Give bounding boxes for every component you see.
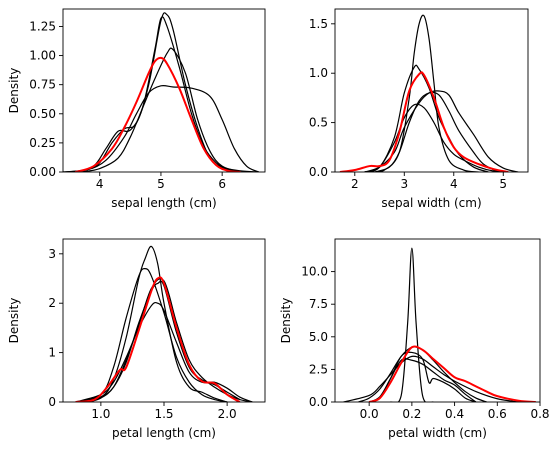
y-tick-label: 1.00 [29, 49, 56, 63]
y-tick-label: 5.0 [309, 330, 328, 344]
y-tick-label: 0.5 [309, 116, 328, 130]
subplot-1: 4 5 6 0.00 0.25 0.50 0.75 1.00 1.25 sepal length … [7, 8, 266, 210]
y-tick-label: 10.0 [301, 265, 328, 279]
x-tick-label: 0.2 [402, 407, 421, 421]
y-tick-label: 0.0 [309, 165, 328, 179]
x-tick-label: 2.0 [218, 407, 237, 421]
series-line-red-6 [368, 345, 536, 402]
x-tick-label: 0.0 [360, 407, 379, 421]
y-tick-label: 2 [48, 296, 56, 310]
y-axis-label: Density [7, 298, 21, 344]
x-tick-label: 2 [351, 177, 359, 191]
y-tick-label: 0 [48, 395, 56, 409]
y-tick-label: 0.0 [309, 395, 328, 409]
x-tick-label: 0.4 [445, 407, 464, 421]
series-line-2 [75, 16, 241, 172]
x-tick-label: 0.6 [488, 407, 507, 421]
axes-frame [334, 238, 541, 403]
series-line-3 [81, 47, 241, 172]
y-tick-label: 1 [48, 346, 56, 360]
x-tick-label: 4 [450, 177, 458, 191]
series-line-1 [369, 14, 479, 172]
series-group [75, 245, 253, 402]
y-tick-label: 3 [48, 247, 56, 261]
x-tick-label: 3 [400, 177, 408, 191]
series-group [343, 247, 536, 402]
y-tick-label: 1.25 [29, 19, 56, 33]
x-axis-label: petal length (cm) [112, 426, 216, 440]
subplot-4: 0.0 0.2 0.4 0.6 0.8 0.0 2.5 5.0 7.5 10.0 petal wid… [279, 238, 550, 440]
y-tick-label: 0.00 [29, 165, 56, 179]
y-tick-label: 1.5 [309, 17, 328, 31]
y-tick-label: 2.5 [309, 362, 328, 376]
series-line-red-6 [75, 276, 241, 402]
subplot-2: 2 3 4 5 0.0 0.5 1.0 1.5 sepal width (cm) [309, 8, 529, 210]
series-line-red-5 [74, 56, 241, 172]
x-tick-label: 1.0 [91, 407, 110, 421]
series-line-4 [75, 301, 253, 402]
axes-frame [334, 8, 529, 173]
x-axis-label: sepal length (cm) [111, 196, 216, 210]
series-group [339, 14, 519, 172]
x-axis-label: petal width (cm) [388, 426, 487, 440]
series-line-5 [374, 91, 499, 172]
axes-frame [62, 8, 266, 173]
x-tick-label: 0.8 [530, 407, 549, 421]
series-line-1 [390, 247, 434, 402]
y-tick-label: 0.75 [29, 78, 56, 92]
series-line-5 [368, 358, 477, 402]
series-line-2 [75, 268, 228, 402]
x-tick-label: 5 [499, 177, 507, 191]
x-axis-label: sepal width (cm) [381, 196, 481, 210]
x-tick-label: 6 [218, 177, 226, 191]
series-line-4 [63, 84, 260, 172]
axes-frame [62, 238, 266, 403]
x-tick-label: 4 [96, 177, 104, 191]
series-line-red-6 [339, 71, 509, 172]
series-group [63, 12, 260, 172]
series-line-3 [364, 90, 519, 172]
series-line-1 [75, 245, 228, 402]
series-line-3 [343, 355, 519, 402]
y-axis-label: Density [7, 68, 21, 114]
y-tick-label: 7.5 [309, 297, 328, 311]
series-line-4 [364, 103, 509, 172]
y-tick-label: 0.50 [29, 107, 56, 121]
y-axis-label: Density [279, 298, 293, 344]
x-tick-label: 1.5 [154, 407, 173, 421]
series-line-1 [63, 12, 259, 172]
subplot-3: 1.0 1.5 2.0 0 1 2 3 petal length (cm) Density [7, 238, 266, 440]
x-tick-label: 5 [157, 177, 165, 191]
y-tick-label: 0.25 [29, 136, 56, 150]
y-tick-label: 1.0 [309, 66, 328, 80]
